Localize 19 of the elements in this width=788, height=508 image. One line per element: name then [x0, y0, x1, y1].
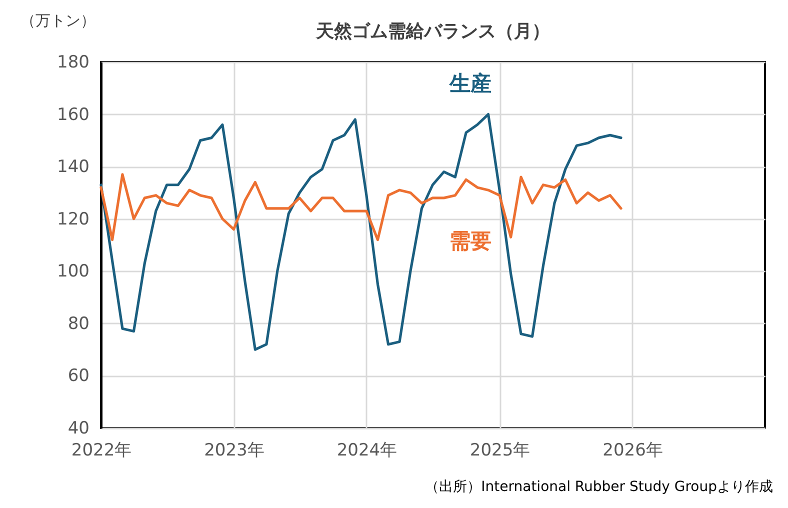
y-tick-label: 40 [68, 418, 90, 438]
x-tick-label: 2024年 [336, 440, 398, 460]
text: （出所）International Rubber Study Groupより作成 [425, 479, 773, 495]
y-tick-label: 160 [57, 104, 90, 125]
y-axis-title: （万トン） [20, 12, 96, 30]
x-tick-label: 2026年 [602, 440, 663, 460]
series-label: 需要 [449, 228, 492, 253]
x-tick-label: 2023年 [204, 440, 264, 460]
chart-title: 天然ゴム需給バランス（月） [315, 21, 550, 42]
line-series [100, 112, 622, 351]
y-tick-label: 80 [68, 314, 90, 334]
x-tick-label: 2022年 [71, 440, 132, 460]
y-tick-label: 120 [57, 209, 90, 230]
x-tick-label: 2025年 [470, 440, 530, 460]
y-tick-label: 140 [57, 157, 90, 178]
series-label: 生産 [448, 71, 492, 96]
y-tick-label: 60 [68, 366, 90, 386]
y-tick-label: 100 [57, 262, 90, 282]
y-tick-label: 180 [57, 52, 90, 72]
